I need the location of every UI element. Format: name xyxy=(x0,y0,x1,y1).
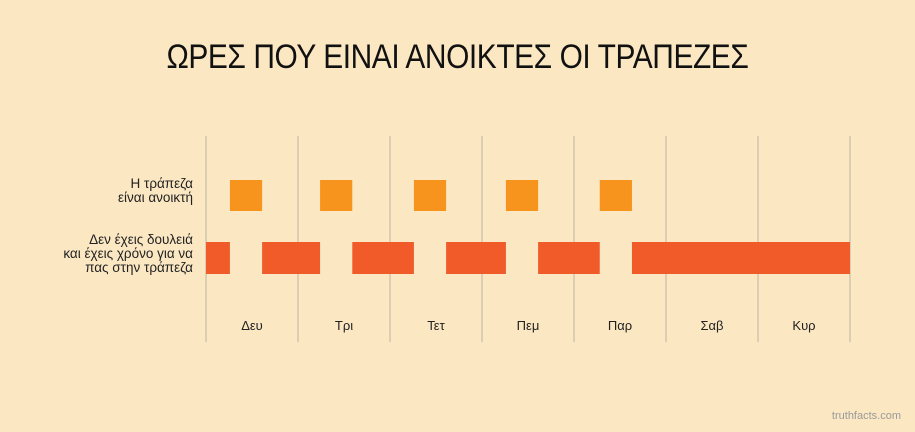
series-label-bank-open: Η τράπεζα είναι ανοικτή xyxy=(118,177,193,205)
series-label-line: Δεν έχεις δουλειά xyxy=(89,232,193,247)
credit-text: truthfacts.com xyxy=(831,410,901,422)
bank-open-bar xyxy=(320,180,353,211)
series-label-line: πας στην τράπεζα xyxy=(85,260,193,275)
day-tick-label: Τρι xyxy=(335,318,353,333)
free-time-bar xyxy=(631,242,850,274)
free-time-bar xyxy=(352,242,414,274)
bank-open-bar xyxy=(505,180,539,211)
free-time-bar xyxy=(446,242,506,274)
series-label-line: είναι ανοικτή xyxy=(118,190,193,205)
day-tick-label: Τετ xyxy=(427,318,445,333)
series-label-line: Η τράπεζα xyxy=(130,176,193,191)
bank-open-bar xyxy=(599,180,632,211)
free-time-bar xyxy=(206,242,230,274)
series-label-line: και έχεις χρόνο για να xyxy=(63,246,193,261)
day-tick-label: Σαβ xyxy=(700,318,723,333)
day-tick-label: Παρ xyxy=(608,318,632,333)
day-tick-label: Πεμ xyxy=(517,318,540,333)
free-time-bar xyxy=(538,242,600,274)
day-tick-label: Κυρ xyxy=(792,318,815,333)
series-label-free-time: Δεν έχεις δουλειά και έχεις χρόνο για να… xyxy=(63,233,193,275)
day-tick-label: Δευ xyxy=(241,318,263,333)
bank-open-bar xyxy=(229,180,263,211)
chart-title: ΩΡΕΣ ΠΟΥ ΕΙΝΑΙ ΑΝΟΙΚΤΕΣ ΟΙ ΤΡΑΠΕΖΕΣ xyxy=(166,38,749,76)
bank-open-bar xyxy=(413,180,447,211)
free-time-bar xyxy=(262,242,321,274)
